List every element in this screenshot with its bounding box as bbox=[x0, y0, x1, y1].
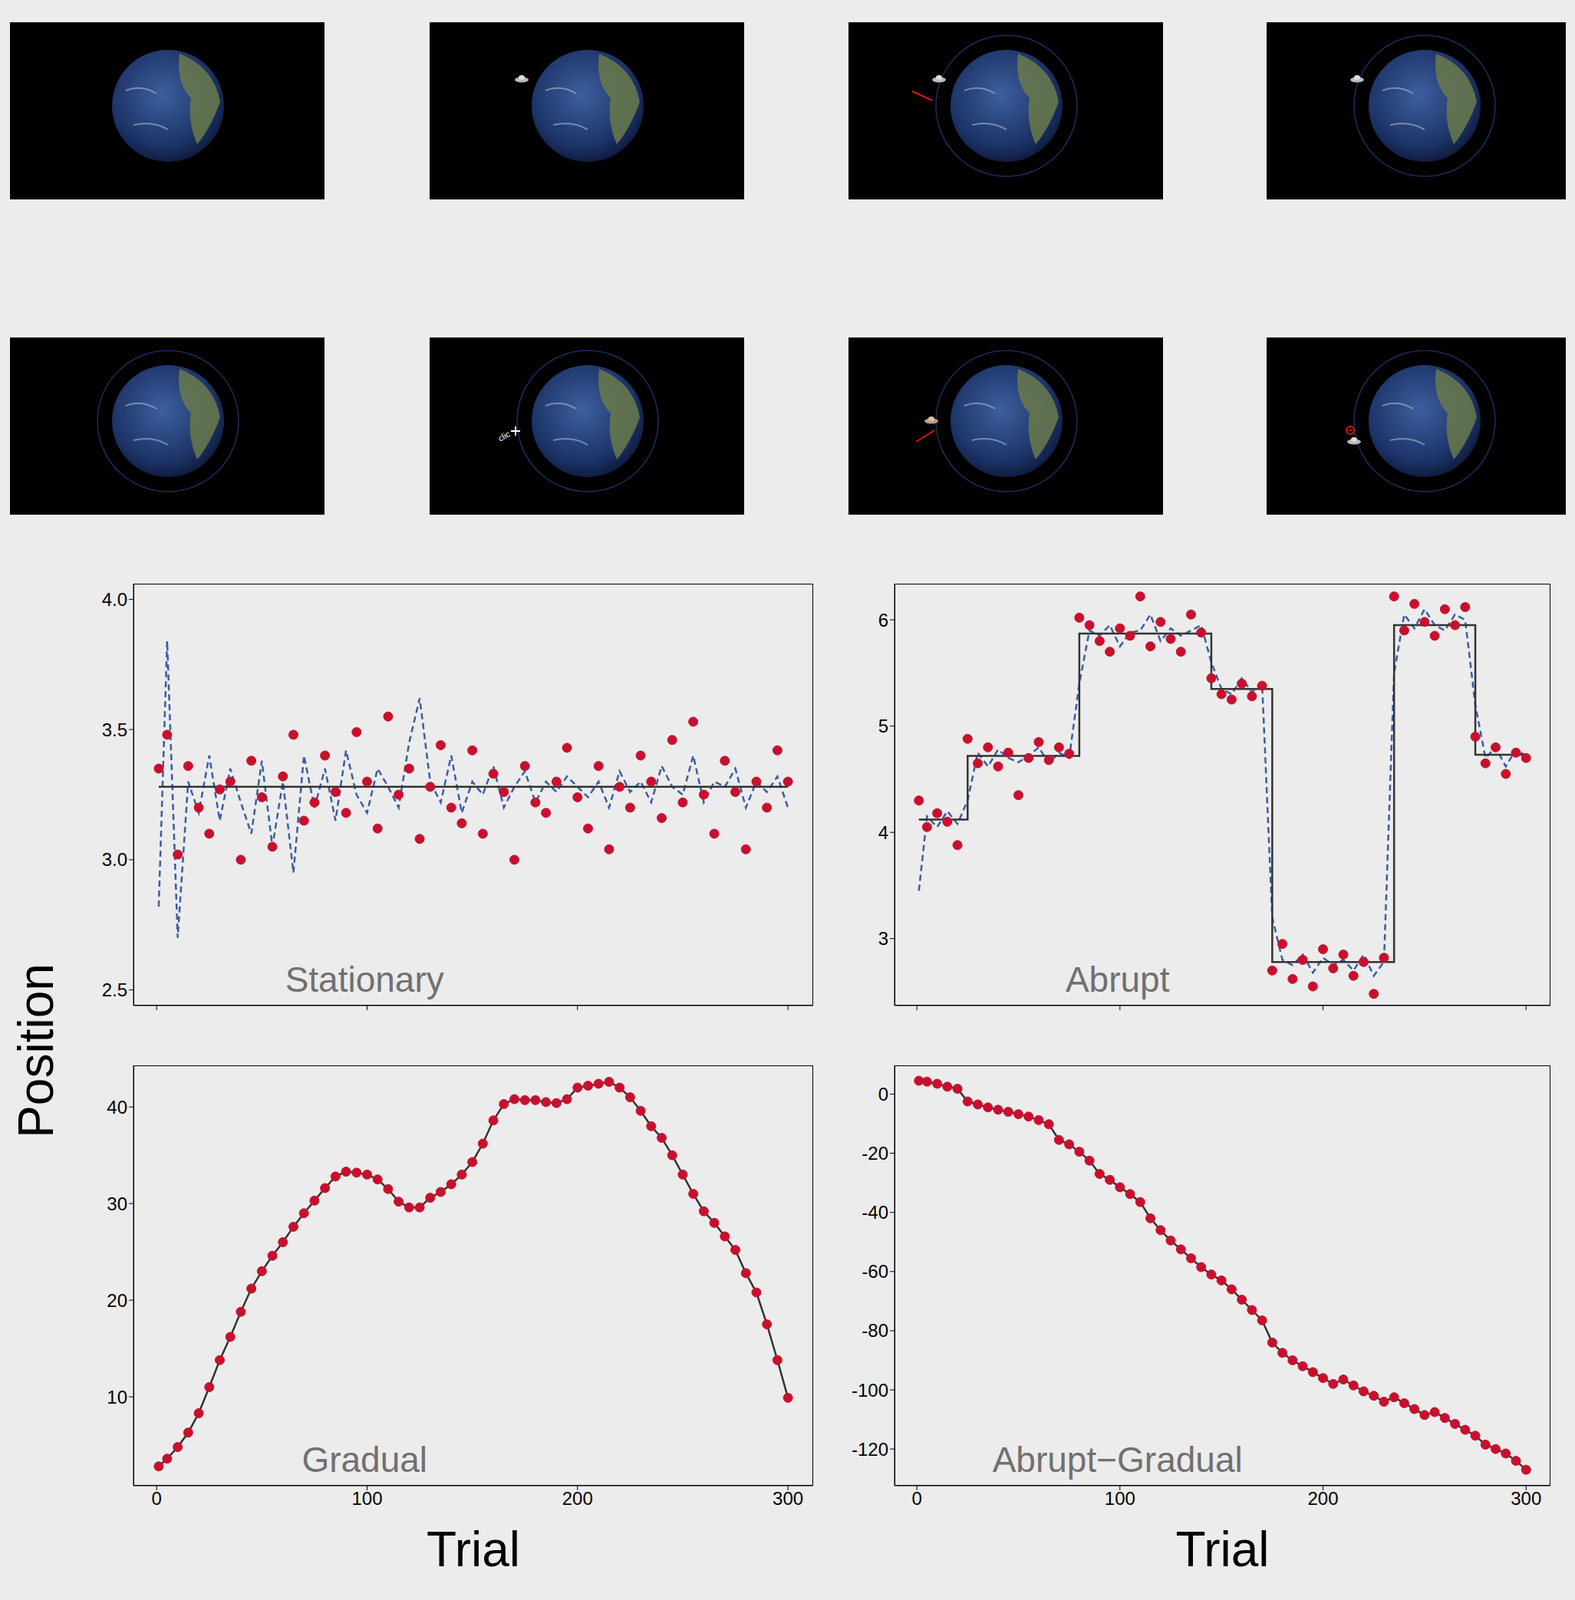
html-text:Stationary: Stationary bbox=[285, 959, 445, 1000]
svg-text:40: 40 bbox=[106, 1097, 128, 1118]
svg-text:-60: -60 bbox=[861, 1261, 889, 1282]
html-text:Trial: Trial bbox=[426, 1522, 521, 1578]
svg-text:30: 30 bbox=[106, 1193, 128, 1215]
svg-text:100: 100 bbox=[351, 1488, 383, 1510]
svg-text:20: 20 bbox=[106, 1290, 128, 1312]
svg-text:0: 0 bbox=[911, 1488, 922, 1510]
svg-text:4: 4 bbox=[878, 822, 889, 844]
svg-text:-40: -40 bbox=[861, 1202, 889, 1223]
html-text:Trial: Trial bbox=[1175, 1522, 1270, 1578]
svg-text:300: 300 bbox=[1510, 1488, 1542, 1510]
svg-text:6: 6 bbox=[878, 609, 889, 631]
svg-text:300: 300 bbox=[772, 1488, 804, 1510]
svg-text:-120: -120 bbox=[851, 1439, 889, 1460]
svg-text:-100: -100 bbox=[851, 1380, 889, 1401]
svg-text:200: 200 bbox=[1308, 1488, 1339, 1510]
svg-text:0: 0 bbox=[151, 1488, 162, 1510]
html-text:Gradual: Gradual bbox=[301, 1439, 428, 1480]
svg-text:4.0: 4.0 bbox=[102, 589, 128, 610]
svg-text:3.5: 3.5 bbox=[102, 719, 128, 741]
svg-text:-20: -20 bbox=[861, 1143, 889, 1164]
svg-text:3.0: 3.0 bbox=[102, 849, 128, 870]
html-text:Position: Position bbox=[8, 963, 64, 1139]
svg-text:-80: -80 bbox=[861, 1320, 889, 1342]
svg-text:100: 100 bbox=[1104, 1488, 1136, 1510]
svg-text:10: 10 bbox=[106, 1387, 128, 1408]
svg-text:0: 0 bbox=[878, 1084, 889, 1105]
svg-text:5: 5 bbox=[878, 715, 889, 737]
html-text:Abrupt: Abrupt bbox=[1065, 959, 1170, 1000]
html-text:Abrupt−Gradual: Abrupt−Gradual bbox=[992, 1439, 1243, 1480]
svg-text:3: 3 bbox=[878, 928, 889, 949]
svg-text:clic: clic bbox=[496, 428, 512, 444]
svg-text:200: 200 bbox=[562, 1488, 594, 1510]
svg-text:2.5: 2.5 bbox=[102, 979, 128, 1001]
